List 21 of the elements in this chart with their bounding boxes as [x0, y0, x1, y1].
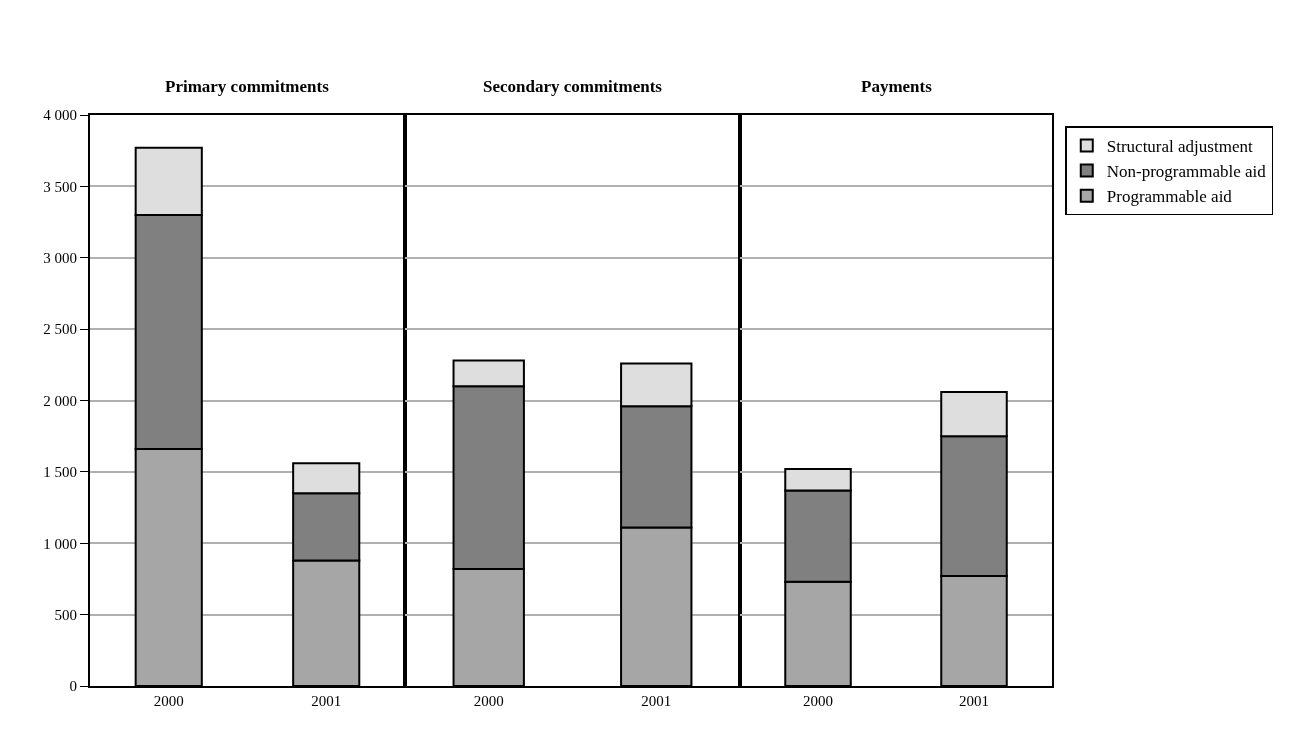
legend-label: Programmable aid: [1106, 187, 1233, 207]
x-tick-label: 2001: [641, 693, 672, 709]
y-tick-label: 0: [69, 678, 77, 695]
y-tick-label: 2 000: [43, 392, 77, 409]
y-tick-label: 2 500: [43, 321, 77, 338]
y-tick-label: 3 000: [43, 250, 77, 266]
x-tick-label: 2000: [473, 693, 504, 709]
y-tick-label: 500: [54, 606, 77, 623]
chart-title: Primary commitments: [165, 77, 330, 96]
x-tick-label: 2001: [311, 693, 342, 709]
y-tick-label: 4 000: [43, 107, 77, 124]
chart-title: Payments: [861, 77, 933, 96]
y-tick-label: 3 500: [43, 178, 77, 195]
chart-title: Secondary commitments: [483, 77, 663, 96]
y-tick-label: 1 000: [43, 535, 77, 552]
legend-label: Non-programmable aid: [1106, 162, 1267, 182]
x-tick-label: 2000: [803, 693, 834, 709]
y-tick-label: 1 500: [43, 464, 77, 481]
legend-label: Structural adjustment: [1106, 137, 1253, 157]
x-tick-label: 2000: [153, 693, 184, 709]
x-tick-label: 2001: [959, 693, 989, 709]
